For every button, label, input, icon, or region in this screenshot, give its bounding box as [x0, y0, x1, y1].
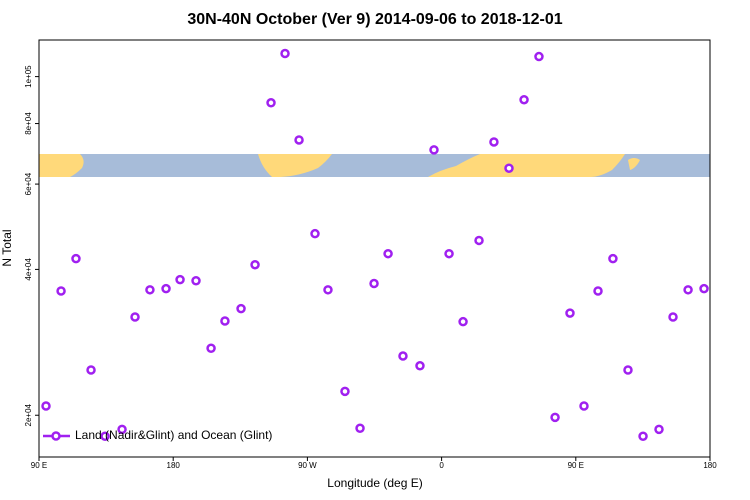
data-point: [56, 286, 66, 296]
data-point: [310, 228, 320, 239]
data-point: [206, 343, 216, 353]
data-point: [579, 401, 589, 411]
data-point: [489, 137, 499, 147]
data-point: [280, 48, 290, 59]
legend-marker: [51, 431, 61, 441]
x-tick-label: 90 E: [31, 461, 47, 470]
data-point: [565, 308, 575, 318]
data-point: [71, 253, 81, 264]
data-point: [519, 94, 529, 105]
data-point: [383, 248, 393, 259]
data-point: [534, 51, 544, 62]
data-point: [638, 431, 648, 441]
y-tick-label: 6e+04: [24, 172, 33, 195]
data-point: [429, 145, 439, 155]
data-point: [145, 285, 155, 295]
y-tick-label: 8e+04: [24, 112, 33, 135]
y-tick-label: 4e+04: [24, 258, 33, 281]
y-tick-label: 1e+05: [24, 65, 33, 88]
data-point: [86, 365, 96, 375]
data-point: [41, 401, 51, 411]
data-point: [250, 259, 260, 270]
data-point: [369, 278, 379, 289]
x-tick-label: 90 E: [568, 461, 584, 470]
x-tick-label: 180: [167, 461, 181, 470]
data-point: [117, 424, 127, 435]
data-point: [130, 312, 140, 322]
data-point: [191, 275, 201, 286]
data-point: [668, 312, 678, 322]
plot-frame: [38, 39, 711, 458]
data-point: [654, 424, 664, 435]
data-point: [458, 316, 468, 327]
legend-label: Land (Nadir&Glint) and Ocean (Glint): [75, 428, 272, 442]
x-tick-label: 180: [703, 461, 717, 470]
data-point: [161, 283, 171, 294]
data-point: [444, 248, 454, 259]
data-point: [323, 285, 333, 295]
data-point: [294, 135, 304, 145]
data-point: [593, 286, 603, 296]
data-point: [550, 412, 560, 423]
data-point: [398, 351, 408, 361]
data-point: [474, 235, 484, 246]
y-axis-label: N Total: [0, 229, 14, 266]
data-point: [683, 285, 693, 295]
data-point: [340, 386, 350, 397]
chart-title: 30N-40N October (Ver 9) 2014-09-06 to 20…: [187, 11, 562, 28]
x-tick-label: 90 W: [298, 461, 317, 470]
x-tick-label: 0: [439, 461, 444, 470]
data-point: [100, 431, 110, 441]
data-point: [608, 253, 618, 264]
data-point: [220, 316, 230, 326]
data-point: [355, 423, 365, 434]
x-axis-label: Longitude (deg E): [327, 476, 422, 490]
map-strip: [39, 154, 710, 177]
data-point: [415, 361, 425, 371]
data-point: [236, 303, 246, 314]
data-point: [504, 163, 514, 173]
data-point: [175, 274, 185, 285]
data-point: [266, 98, 276, 108]
data-point: [623, 365, 633, 375]
data-point: [699, 283, 709, 294]
y-tick-label: 2e+04: [24, 403, 33, 426]
